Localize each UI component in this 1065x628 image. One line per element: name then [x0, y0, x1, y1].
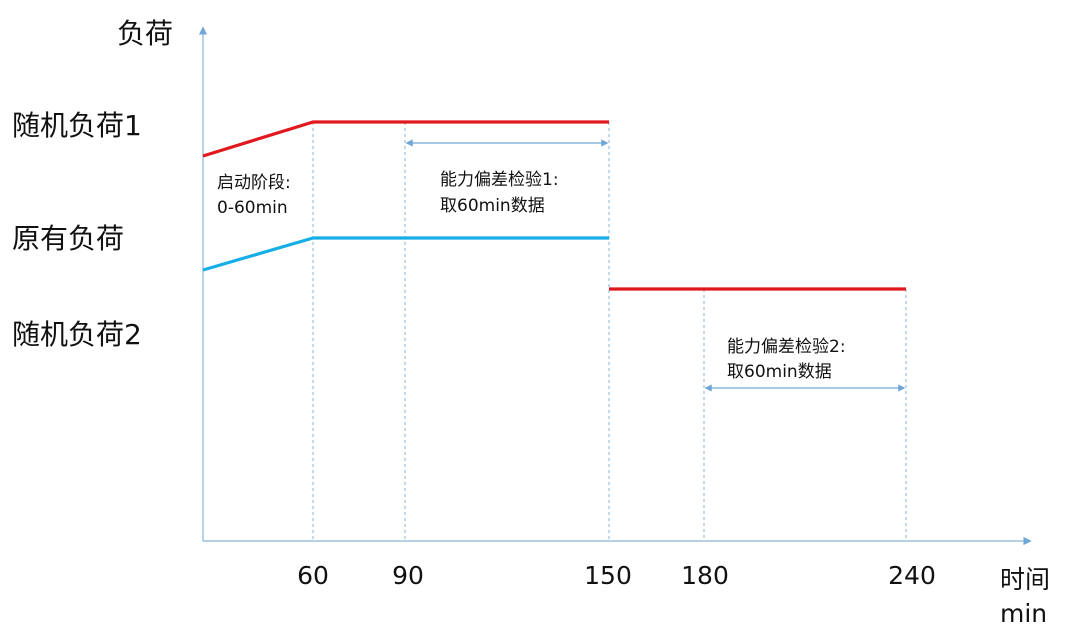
startup-note-line1: 启动阶段:: [217, 173, 291, 193]
random-load-1-line: [202, 120, 609, 158]
x-axis-label-unit: min: [1000, 599, 1047, 628]
original-load-label: 原有负荷: [12, 222, 124, 255]
check2-note-line2: 取60min数据: [727, 362, 832, 382]
x-tick-240: 240: [888, 561, 936, 590]
startup-note-line2: 0-60min: [217, 198, 288, 218]
x-tick-60: 60: [297, 561, 329, 590]
y-axis-label: 负荷: [117, 17, 173, 50]
random-load-1-label: 随机负荷1: [12, 109, 142, 142]
x-tick-90: 90: [392, 561, 424, 590]
check1-note-line2: 取60min数据: [440, 196, 545, 216]
guide-lines: [312, 122, 907, 541]
x-axis-label-time: 时间: [1000, 565, 1050, 594]
x-tick-180: 180: [681, 561, 729, 590]
check1-note-line1: 能力偏差检验1:: [440, 170, 559, 190]
check2-note-line1: 能力偏差检验2:: [727, 337, 846, 357]
x-tick-150: 150: [584, 561, 632, 590]
original-load-line: [202, 236, 609, 272]
random-load-2-label: 随机负荷2: [12, 318, 142, 351]
